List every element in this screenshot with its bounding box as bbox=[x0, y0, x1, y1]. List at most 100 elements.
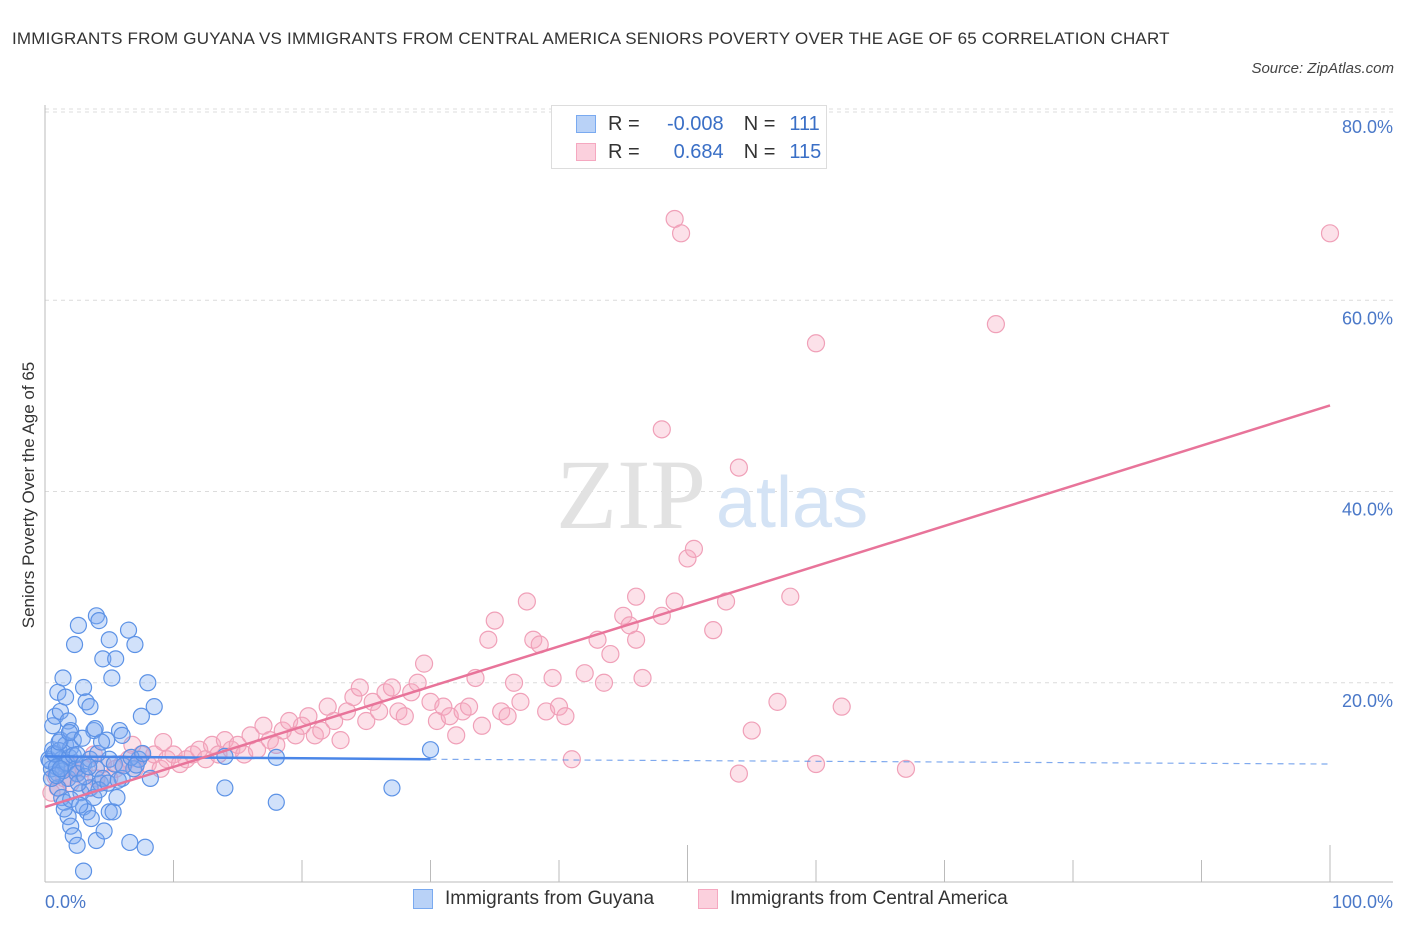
central-america-point bbox=[357, 711, 376, 731]
central-america-point bbox=[678, 549, 697, 568]
guyana-point bbox=[51, 760, 70, 778]
y-tick-label: 20.0% bbox=[1342, 691, 1393, 711]
legend-swatch-central-america bbox=[576, 143, 596, 161]
central-america-point bbox=[594, 673, 614, 692]
legend-row-central-america: R = 0.684 N = 115 bbox=[576, 139, 821, 165]
central-america-point bbox=[485, 611, 504, 630]
guyana-point bbox=[126, 635, 144, 654]
series-label-guyana: Immigrants from Guyana bbox=[445, 888, 655, 909]
guyana-point bbox=[90, 611, 108, 630]
central-america-points bbox=[42, 209, 1340, 802]
central-america-point bbox=[729, 458, 749, 477]
guyana-point bbox=[74, 862, 93, 880]
guyana-trend-line bbox=[44, 755, 431, 761]
central-america-point bbox=[498, 707, 517, 726]
series-swatch-central-america bbox=[698, 889, 718, 909]
guyana-point bbox=[73, 729, 91, 747]
guyana-point bbox=[139, 674, 157, 692]
central-america-point bbox=[562, 750, 581, 769]
central-america-point bbox=[350, 678, 369, 697]
y-tick-label: 60.0% bbox=[1342, 308, 1393, 328]
series-swatch-guyana bbox=[413, 889, 433, 909]
series-label-central-america: Immigrants from Central America bbox=[730, 888, 1008, 909]
central-america-point bbox=[511, 692, 530, 711]
legend-r-label: R = bbox=[608, 112, 640, 135]
central-america-point bbox=[806, 754, 826, 774]
guyana-point bbox=[136, 838, 154, 856]
central-america-point bbox=[556, 707, 575, 726]
central-america-point bbox=[414, 654, 434, 673]
legend-n-label: N = bbox=[743, 112, 776, 135]
central-america-point bbox=[459, 697, 479, 716]
central-america-point bbox=[742, 721, 761, 740]
central-america-point bbox=[781, 587, 800, 606]
central-america-point bbox=[684, 539, 704, 558]
guyana-point bbox=[64, 827, 82, 845]
guyana-point bbox=[216, 779, 234, 797]
legend-r-value-central-america: 0.684 bbox=[673, 140, 724, 163]
central-america-point bbox=[986, 315, 1006, 334]
central-america-point bbox=[479, 630, 498, 649]
guyana-point bbox=[132, 707, 150, 725]
watermark-zip: ZIP bbox=[556, 439, 706, 550]
guyana-point bbox=[82, 809, 100, 828]
central-america-point bbox=[504, 673, 524, 692]
legend-n-value-central-america: 115 bbox=[789, 140, 822, 163]
guyana-point bbox=[107, 650, 125, 668]
central-america-point bbox=[626, 630, 646, 649]
guyana-point bbox=[69, 774, 88, 792]
guyana-point bbox=[62, 817, 80, 835]
guyana-point bbox=[44, 717, 62, 735]
guyana-point bbox=[56, 688, 75, 706]
tick-labels: 20.0% 40.0% 60.0% 80.0% 0.0% 100.0% bbox=[45, 117, 1393, 912]
y-tick-label: 40.0% bbox=[1342, 500, 1393, 520]
guyana-point bbox=[383, 779, 401, 797]
central-america-point bbox=[154, 732, 173, 752]
guyana-point bbox=[81, 698, 99, 716]
guyana-point bbox=[108, 788, 126, 807]
guyana-point bbox=[134, 744, 152, 763]
guyana-point bbox=[103, 669, 121, 687]
guyana-point bbox=[68, 836, 86, 854]
central-america-point bbox=[543, 668, 562, 688]
central-america-point bbox=[768, 692, 787, 711]
guyana-point bbox=[145, 698, 163, 716]
x-tick-label: 0.0% bbox=[45, 892, 86, 912]
series-legend-central-america[interactable]: Immigrants from Central America bbox=[698, 888, 1008, 910]
central-america-point bbox=[472, 716, 491, 735]
chart-title: IMMIGRANTS FROM GUYANA VS IMMIGRANTS FRO… bbox=[12, 29, 1170, 48]
guyana-point bbox=[104, 803, 122, 821]
central-america-point bbox=[447, 726, 466, 745]
guyana-point bbox=[69, 616, 88, 634]
guyana-point bbox=[421, 741, 440, 759]
guyana-trend-extension bbox=[430, 758, 1331, 765]
central-america-point bbox=[382, 678, 402, 697]
legend-r-label: R = bbox=[608, 140, 640, 163]
guyana-point bbox=[49, 779, 67, 797]
guyana-point bbox=[80, 758, 98, 776]
guyana-point bbox=[54, 669, 72, 687]
central-america-point bbox=[704, 621, 723, 640]
central-america-point bbox=[549, 697, 569, 716]
legend-n-value-guyana: 111 bbox=[789, 112, 820, 135]
trend-lines bbox=[44, 404, 1331, 809]
central-america-trend-line bbox=[44, 404, 1331, 809]
guyana-point bbox=[71, 796, 89, 814]
guyana-point bbox=[76, 767, 94, 786]
central-america-point bbox=[626, 587, 646, 606]
central-america-point bbox=[832, 697, 851, 716]
legend-n-label: N = bbox=[743, 140, 776, 163]
guyana-point bbox=[74, 678, 93, 697]
series-legend-guyana[interactable]: Immigrants from Guyana bbox=[413, 888, 654, 910]
guyana-point bbox=[267, 793, 285, 811]
central-america-point bbox=[729, 764, 749, 783]
guyana-point bbox=[100, 803, 118, 821]
guyana-point bbox=[65, 635, 84, 654]
guyana-point bbox=[119, 621, 138, 639]
y-axis-title: Seniors Poverty Over the Age of 65 bbox=[19, 362, 38, 628]
y-tick-label: 80.0% bbox=[1342, 117, 1393, 137]
stats-legend: R = -0.008 N = 111 R = 0.684 N = 115 bbox=[551, 105, 827, 169]
central-america-point bbox=[896, 759, 916, 778]
central-america-point bbox=[652, 420, 671, 439]
